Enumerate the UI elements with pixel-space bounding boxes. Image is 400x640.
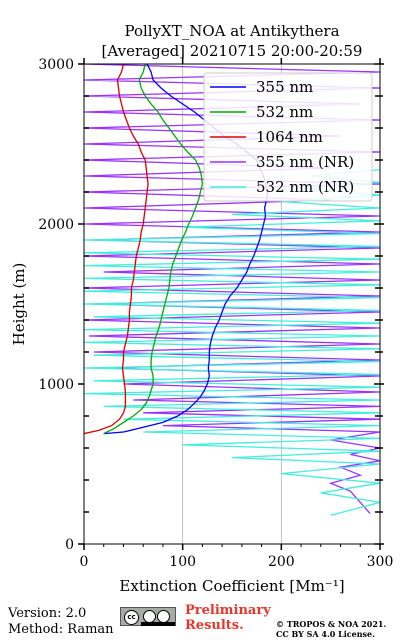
copyright-notice: © TROPOS & NOA 2021. CC BY SA 4.0 Licens… (276, 619, 400, 639)
x-axis-label: Extinction Coefficient [Mm⁻¹] (119, 577, 344, 595)
preliminary-line-2: Results. (185, 618, 244, 633)
plot-frame (83, 63, 381, 545)
by-sa-bar (141, 622, 175, 626)
legend-label: 532 nm (NR) (256, 178, 354, 196)
y-axis-label: Height (m) (10, 263, 28, 346)
legend-label: 355 nm (NR) (256, 153, 354, 171)
series-line-1064-nm (84, 64, 149, 435)
cc-license-badge: cc (120, 607, 176, 626)
legend-label: 1064 nm (256, 128, 323, 146)
chart-subtitle: [Averaged] 20210715 20:00-20:59 (102, 42, 363, 60)
preliminary-notice: Preliminary Results. (185, 603, 285, 633)
preliminary-line-1: Preliminary (185, 603, 271, 618)
y-tick-label: 1000 (38, 377, 74, 393)
legend-label: 355 nm (256, 78, 313, 96)
version-text: Version: 2.0 (8, 606, 87, 621)
method-text: Method: Raman (8, 622, 114, 637)
y-tick-label: 0 (65, 537, 74, 553)
series-line-532-nm-nr (84, 168, 380, 516)
chart-title: PollyXT_NOA at Antikythera (124, 22, 339, 40)
series-line-532-nm (103, 64, 204, 435)
x-tick-label: 100 (169, 554, 196, 570)
legend-box (203, 72, 373, 202)
copyright-line-1: © TROPOS & NOA 2021. (276, 619, 387, 629)
y-tick-label: 2000 (38, 217, 74, 233)
x-tick-label: 200 (268, 554, 295, 570)
x-tick-label: 0 (80, 554, 89, 570)
legend-label: 532 nm (256, 103, 313, 121)
x-tick-label: 300 (367, 554, 394, 570)
cc-icon: cc (124, 610, 139, 625)
copyright-line-2: CC BY SA 4.0 License. (276, 629, 375, 639)
y-tick-label: 3000 (38, 57, 74, 73)
